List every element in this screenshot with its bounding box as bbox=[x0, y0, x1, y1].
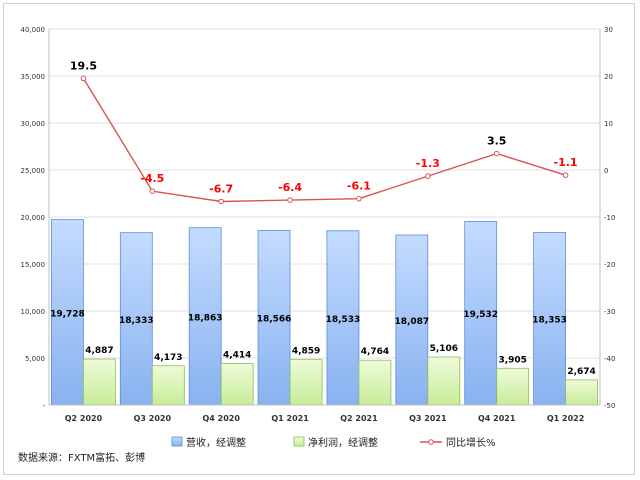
profit-bar bbox=[496, 367, 530, 406]
revenue-bar bbox=[533, 232, 566, 406]
profit-bar bbox=[565, 379, 598, 406]
growth-point bbox=[562, 172, 569, 178]
category-label: Q3 2021 bbox=[409, 414, 447, 423]
growth-point bbox=[493, 150, 500, 157]
revenue-label: 19,532 bbox=[463, 310, 498, 320]
growth-label: -1.3 bbox=[416, 157, 440, 170]
profit-bar bbox=[289, 358, 323, 406]
left-tick-label: 5,000 bbox=[25, 355, 45, 363]
revenue-label: 18,533 bbox=[326, 315, 361, 325]
growth-point bbox=[218, 198, 224, 205]
revenue-label: 19,728 bbox=[50, 309, 85, 319]
right-tick-label: -30 bbox=[604, 308, 615, 316]
profit-bar bbox=[220, 363, 254, 406]
revenue-label: 18,353 bbox=[532, 316, 567, 326]
category-label: Q4 2020 bbox=[202, 414, 240, 423]
category-label: Q1 2021 bbox=[271, 414, 309, 423]
combo-chart: - 5,000 10,000 15,000 20,000 25,000 30,000 35,0… bbox=[21, 26, 616, 449]
growth-line-path bbox=[82, 77, 566, 203]
growth-label: 19.5 bbox=[70, 59, 97, 72]
profit-label: 2,674 bbox=[567, 367, 595, 377]
revenue-bar bbox=[464, 220, 498, 406]
left-tick-label: 10,000 bbox=[21, 308, 46, 316]
profit-label: 3,905 bbox=[498, 355, 526, 365]
growth-label: -6.4 bbox=[278, 181, 302, 194]
right-tick-label: 10 bbox=[604, 120, 613, 128]
axes: - 5,000 10,000 15,000 20,000 25,000 30,000 35,0… bbox=[21, 26, 616, 423]
growth-point bbox=[356, 195, 362, 202]
profit-bar bbox=[151, 365, 185, 406]
data-labels: 19,728 4,887 18,333 4,173 18,863 4,414 18,566 4… bbox=[50, 59, 596, 377]
revenue-label: 18,087 bbox=[394, 317, 429, 327]
revenue-bar bbox=[395, 234, 429, 406]
legend-swatch-revenue bbox=[171, 436, 183, 447]
profit-label: 5,106 bbox=[430, 344, 458, 354]
legend-label: 营收，经调整 bbox=[186, 436, 246, 449]
growth-point bbox=[287, 197, 293, 203]
category-label: Q4 2021 bbox=[478, 414, 516, 423]
chart-frame: - 5,000 10,000 15,000 20,000 25,000 30,000 35,0… bbox=[3, 3, 635, 475]
profit-label: 4,173 bbox=[154, 353, 182, 363]
growth-label: -6.1 bbox=[347, 180, 371, 193]
profit-label: 4,887 bbox=[85, 346, 113, 356]
revenue-label: 18,333 bbox=[119, 316, 154, 326]
revenue-bar bbox=[51, 219, 84, 406]
left-tick-label: 30,000 bbox=[21, 120, 46, 128]
growth-label: -4.5 bbox=[140, 172, 164, 185]
growth-point bbox=[149, 188, 156, 194]
left-tick-label: 40,000 bbox=[21, 26, 46, 34]
left-tick-label: - bbox=[42, 402, 45, 410]
revenue-label: 18,863 bbox=[188, 313, 223, 323]
source-note: 数据来源：FXTM富拓、彭博 bbox=[18, 453, 146, 464]
growth-point bbox=[425, 173, 431, 179]
category-label: Q3 2020 bbox=[134, 414, 172, 423]
profit-bar bbox=[358, 359, 392, 406]
profit-bar bbox=[427, 356, 461, 406]
category-label: Q1 2022 bbox=[547, 414, 584, 423]
profit-bar bbox=[83, 358, 116, 406]
growth-line bbox=[80, 75, 569, 205]
profit-label: 4,414 bbox=[223, 351, 251, 361]
growth-label: -6.7 bbox=[209, 182, 233, 195]
category-label: Q2 2021 bbox=[340, 414, 378, 423]
profit-label: 4,764 bbox=[361, 347, 389, 357]
left-tick-label: 35,000 bbox=[21, 73, 46, 81]
legend-label: 同比增长% bbox=[446, 436, 496, 449]
revenue-label: 18,566 bbox=[257, 315, 292, 325]
right-tick-label: 20 bbox=[604, 73, 613, 81]
legend-marker-growth bbox=[428, 439, 434, 445]
right-tick-label: -40 bbox=[604, 355, 615, 363]
left-tick-label: 20,000 bbox=[21, 214, 46, 222]
category-label: Q2 2020 bbox=[65, 414, 103, 423]
right-tick-label: 0 bbox=[604, 167, 608, 175]
legend-swatch-profit bbox=[293, 436, 305, 447]
bars bbox=[51, 219, 598, 406]
growth-label: -1.1 bbox=[554, 156, 578, 169]
growth-label: 3.5 bbox=[487, 135, 507, 148]
profit-label: 4,859 bbox=[292, 346, 320, 356]
legend: 营收，经调整 净利润，经调整 同比增长% bbox=[171, 436, 496, 449]
right-tick-label: -50 bbox=[604, 402, 615, 410]
right-tick-label: -10 bbox=[604, 214, 615, 222]
left-tick-label: 25,000 bbox=[21, 167, 46, 175]
right-tick-label: 30 bbox=[604, 26, 613, 34]
right-tick-label: -20 bbox=[604, 261, 615, 269]
left-tick-label: 15,000 bbox=[21, 261, 46, 269]
legend-label: 净利润，经调整 bbox=[308, 436, 378, 449]
growth-point bbox=[80, 75, 87, 82]
